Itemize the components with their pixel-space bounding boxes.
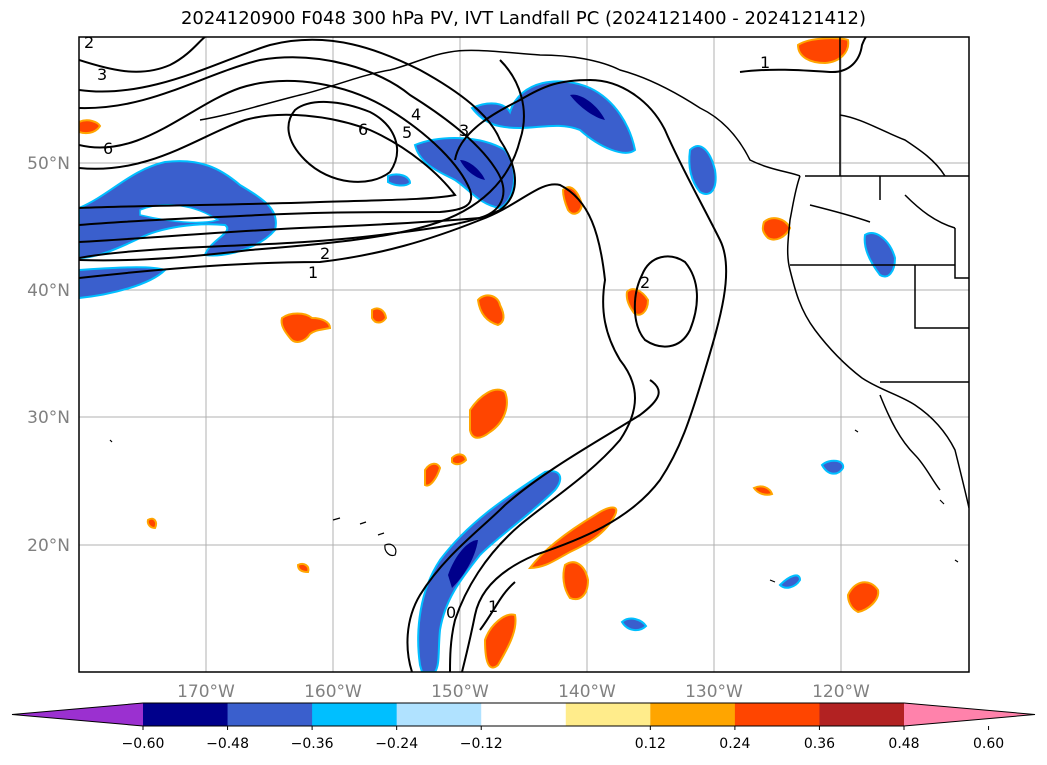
contour-label: 1 [760, 53, 770, 72]
negative-anomaly-regions [79, 80, 897, 672]
contour-label: 4 [411, 105, 421, 124]
lon-label: 130°W [685, 682, 743, 702]
islands [109, 429, 959, 583]
strong-negative-cores [448, 94, 605, 588]
contour-label: 3 [97, 65, 107, 84]
pv-contours [79, 37, 867, 672]
colorbar-segment [734, 703, 820, 726]
lon-label: 140°W [558, 682, 616, 702]
colorbar-segment [227, 703, 313, 726]
colorbar-tick-label: −0.24 [375, 736, 418, 752]
colorbar-segment [396, 703, 482, 726]
contour-label: 2 [84, 33, 94, 52]
lat-label: 40°N [27, 281, 70, 301]
colorbar-tick-label: 0.48 [888, 736, 919, 752]
contour-label: 3 [459, 121, 469, 140]
colorbar-segment [565, 703, 651, 726]
colorbar-segment [312, 703, 398, 726]
colorbar-tick-label: 0.12 [635, 736, 666, 752]
contour-label: 6 [358, 120, 368, 139]
lon-label: 160°W [304, 682, 362, 702]
latitude-labels: 50°N 40°N 30°N 20°N [27, 154, 70, 556]
colorbar-extend-high [904, 703, 1035, 726]
lon-label: 120°W [812, 682, 870, 702]
coastlines [199, 37, 969, 509]
contour-label: 6 [103, 139, 113, 158]
colorbar-tick-label: −0.12 [460, 736, 503, 752]
colorbar-segment [481, 703, 567, 726]
lat-label: 20°N [27, 536, 70, 556]
contour-label: 2 [320, 244, 330, 263]
map-frame [78, 36, 970, 673]
colorbar-tick-label: −0.60 [122, 736, 165, 752]
colorbar-tick-label: −0.48 [206, 736, 249, 752]
contour-label: 5 [402, 123, 412, 142]
contour-labels: 2 3 6 6 5 4 3 2 1 1 2 0 1 [84, 33, 770, 622]
colorbar: −0.60 −0.48 −0.36 −0.24 −0.12 0.12 0.24 0.36 0.4… [11, 702, 1036, 752]
colorbar-tick-label: −0.36 [291, 736, 334, 752]
contour-label: 1 [488, 597, 498, 616]
contour-label: 0 [446, 603, 456, 622]
colorbar-segment [819, 703, 905, 726]
map-title: 2024120900 F048 300 hPa PV, IVT Landfall… [180, 8, 867, 29]
colorbar-segment [143, 703, 229, 726]
colorbar-segment [650, 703, 736, 726]
longitude-labels: 170°W 160°W 150°W 140°W 130°W 120°W [177, 682, 870, 702]
lon-label: 150°W [431, 682, 489, 702]
positive-anomaly-regions [79, 37, 880, 669]
colorbar-tick-label: 0.60 [973, 736, 1004, 752]
lat-label: 50°N [27, 154, 70, 174]
lat-label: 30°N [27, 408, 70, 428]
contour-label: 2 [640, 273, 650, 292]
colorbar-tick-label: 0.24 [719, 736, 750, 752]
colorbar-tick-label: 0.36 [804, 736, 835, 752]
lon-label: 170°W [177, 682, 235, 702]
colorbar-extend-low [12, 703, 143, 726]
contour-label: 1 [308, 263, 318, 282]
